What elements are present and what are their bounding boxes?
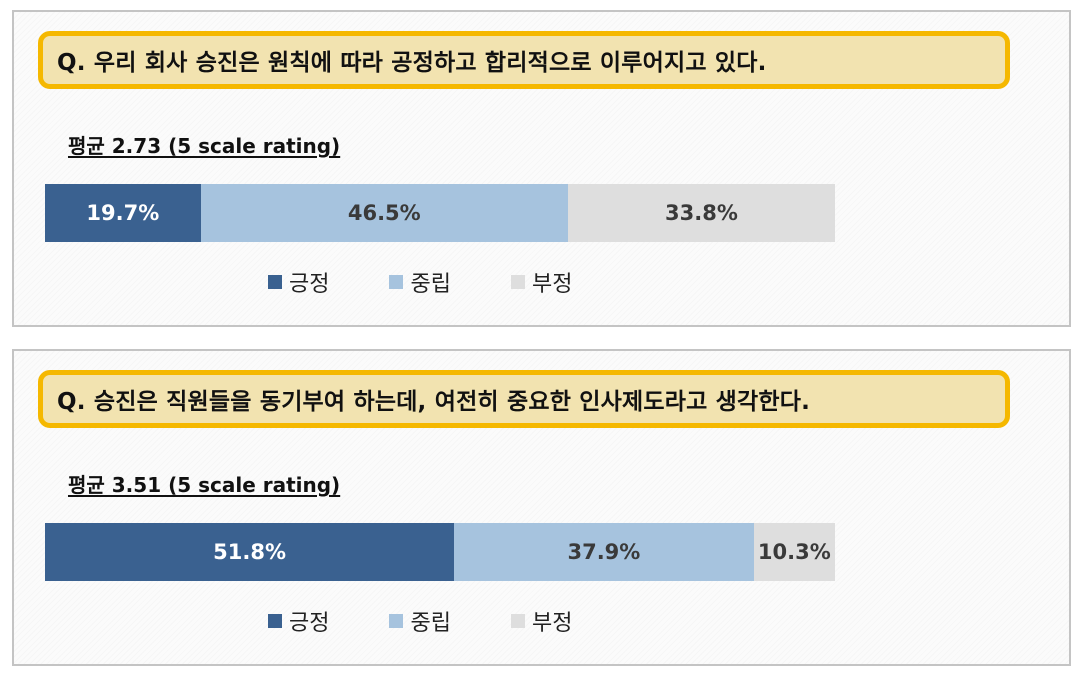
bar-segment-neutral: 46.5% xyxy=(200,184,568,242)
legend-label: 부정 xyxy=(531,611,573,636)
bar-segment-positive: 19.7% xyxy=(45,184,201,242)
legend-swatch xyxy=(389,275,404,289)
survey-panel-2: Q. 승진은 직원들을 동기부여 하는데, 여전히 중요한 인사제도라고 생각한… xyxy=(12,349,1071,666)
bar-segment-positive: 51.8% xyxy=(45,523,455,581)
legend-item-neutral: 중립 xyxy=(389,605,451,637)
bar-segment-negative: 33.8% xyxy=(567,184,835,242)
legend-swatch xyxy=(268,275,282,289)
question-box: Q. 승진은 직원들을 동기부여 하는데, 여전히 중요한 인사제도라고 생각한… xyxy=(38,370,1010,428)
legend-item-negative: 부정 xyxy=(510,605,573,637)
legend: 긍정 중립 부정 xyxy=(268,605,632,637)
survey-panel-1: Q. 우리 회사 승진은 원칙에 따라 공정하고 합리적으로 이루어지고 있다.… xyxy=(12,10,1071,327)
question-box: Q. 우리 회사 승진은 원칙에 따라 공정하고 합리적으로 이루어지고 있다. xyxy=(38,31,1010,89)
legend-item-positive: 긍정 xyxy=(268,605,329,637)
legend-label: 부정 xyxy=(531,272,573,297)
legend-label: 긍정 xyxy=(289,611,330,636)
legend-item-neutral: 중립 xyxy=(389,266,451,298)
legend-swatch xyxy=(268,614,282,628)
legend: 긍정 중립 부정 xyxy=(268,266,632,298)
stacked-bar: 51.8% 37.9% 10.3% xyxy=(45,523,835,581)
legend-item-negative: 부정 xyxy=(510,266,573,298)
legend-item-positive: 긍정 xyxy=(268,266,329,298)
legend-label: 긍정 xyxy=(289,272,330,297)
legend-label: 중립 xyxy=(410,272,451,297)
bar-segment-negative: 10.3% xyxy=(753,523,835,581)
bar-segment-neutral: 37.9% xyxy=(454,523,754,581)
legend-swatch xyxy=(389,614,404,628)
legend-swatch xyxy=(510,275,525,289)
legend-swatch xyxy=(510,614,525,628)
average-label: 평균 2.73 (5 scale rating) xyxy=(68,134,341,158)
stacked-bar: 19.7% 46.5% 33.8% xyxy=(45,184,835,242)
average-label: 평균 3.51 (5 scale rating) xyxy=(68,473,341,497)
legend-label: 중립 xyxy=(410,611,451,636)
